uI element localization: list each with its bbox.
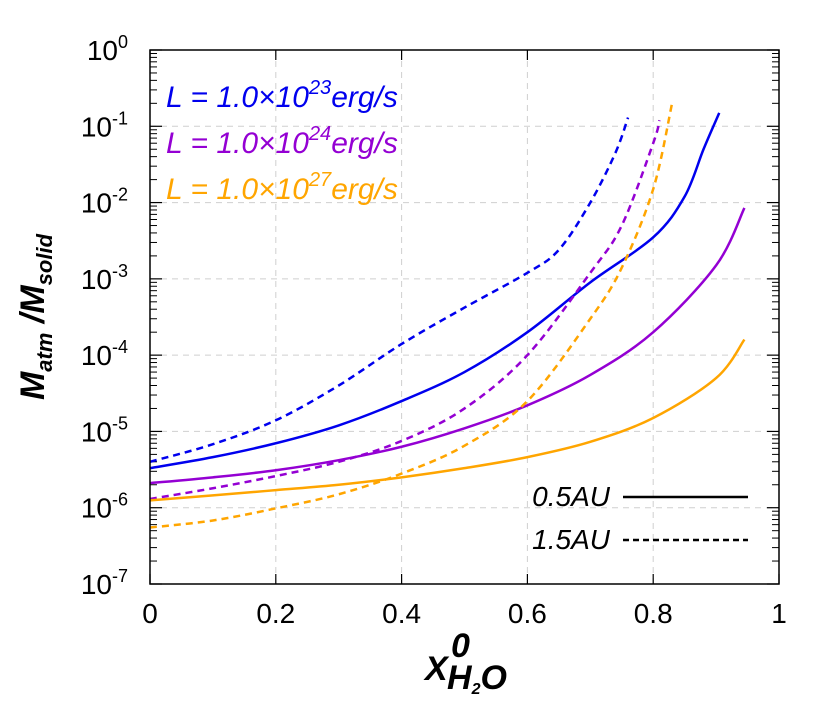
y-tick-label: 10-6 [81,490,128,524]
series-line [149,338,746,502]
y-tick-label: 10-3 [81,261,128,295]
x-tick-label: 0.6 [508,598,547,629]
x-axis-title: X 0 H2O [423,627,507,698]
grid-lines [150,50,779,584]
svg-text:H2O: H2O [447,659,507,698]
x-tick-label: 0 [142,598,158,629]
x-tick-label: 0.4 [382,598,421,629]
series-line [149,207,746,485]
series-line [149,112,721,470]
series-line [149,119,661,501]
svg-text:X: X [423,650,450,688]
y-minor-ticks [150,52,779,562]
x-axis-ticks: 0 0.2 0.4 0.6 0.8 1 [142,50,787,629]
series-line [149,117,630,463]
x-tick-label: 0.8 [634,598,673,629]
x-tick-label: 0.2 [256,598,295,629]
legend-entry: L = 1.0×1024erg/s [166,123,398,160]
y-tick-label: 10-2 [81,185,128,219]
y-tick-label: 10-5 [81,413,128,447]
legend-label-0-5au: 0.5AU [532,481,611,512]
legend-entry: L = 1.0×1027erg/s [166,169,398,206]
y-axis-ticks: 100 10-1 10-2 10-3 10-4 10-5 10-6 10-7 [81,32,779,600]
y-tick-label: 10-1 [81,108,128,142]
plot-series [149,103,746,529]
series-line [149,103,674,529]
y-tick-label: 10-7 [81,566,128,600]
legend-luminosity: L = 1.0×1023erg/s L = 1.0×1024erg/s L = 1.… [166,77,398,206]
legend-label-1-5au: 1.5AU [532,524,611,555]
y-tick-label: 10-4 [81,337,128,371]
legend-distance: 0.5AU 1.5AU [532,481,748,555]
legend-entry: L = 1.0×1023erg/s [166,77,398,114]
y-axis-title: Matm /Msolid [14,233,57,400]
plot-frame [149,49,780,585]
x-tick-label: 1 [771,598,787,629]
svg-text:0: 0 [451,627,470,665]
y-tick-label: 100 [87,32,128,66]
